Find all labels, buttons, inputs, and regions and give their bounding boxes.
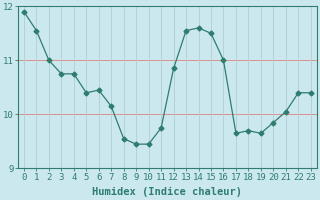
X-axis label: Humidex (Indice chaleur): Humidex (Indice chaleur) bbox=[92, 187, 242, 197]
